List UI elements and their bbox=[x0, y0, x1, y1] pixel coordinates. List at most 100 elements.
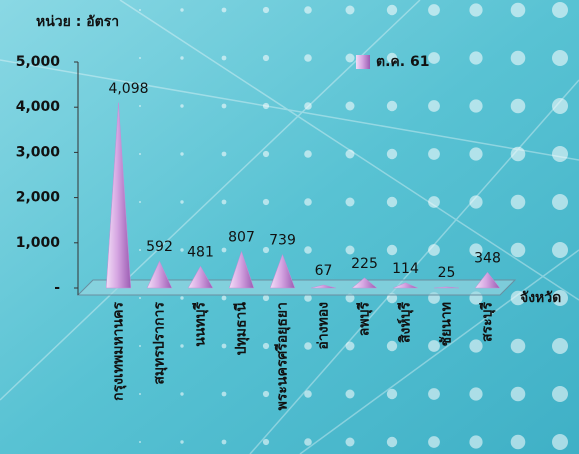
dot bbox=[304, 246, 312, 254]
value-label: 114 bbox=[392, 261, 419, 277]
dot bbox=[304, 6, 312, 14]
x-tick-label: พระนครศรีอยุธยา bbox=[275, 302, 291, 410]
dot bbox=[386, 52, 398, 64]
x-tick-label: ปทุมธานี bbox=[234, 302, 250, 356]
dot bbox=[262, 150, 270, 158]
dot bbox=[428, 196, 440, 208]
dot bbox=[428, 436, 440, 448]
dot bbox=[345, 341, 355, 351]
dot bbox=[345, 437, 355, 447]
dot bbox=[180, 440, 184, 444]
dot bbox=[221, 151, 227, 157]
dot bbox=[139, 393, 141, 395]
cone-bar bbox=[393, 282, 418, 289]
dot bbox=[510, 290, 526, 306]
dot bbox=[304, 390, 312, 398]
dot bbox=[304, 102, 312, 110]
y-tick-label: 1,000 bbox=[16, 235, 61, 251]
value-label: 4,098 bbox=[108, 81, 148, 97]
dot bbox=[510, 194, 526, 210]
cone-bar bbox=[105, 102, 132, 289]
dot bbox=[428, 340, 440, 352]
dot bbox=[386, 148, 398, 160]
dot bbox=[304, 342, 312, 350]
dot bbox=[428, 244, 440, 256]
cone-bar bbox=[351, 277, 378, 289]
dot bbox=[180, 392, 184, 396]
dot bbox=[139, 297, 141, 299]
cone-bar bbox=[474, 271, 501, 289]
dot bbox=[139, 249, 141, 251]
dot bbox=[345, 245, 355, 255]
value-label: 739 bbox=[269, 233, 296, 249]
dot bbox=[469, 195, 483, 209]
dot bbox=[552, 50, 568, 66]
dot bbox=[221, 295, 227, 301]
x-tick-label: ชัยนาท bbox=[439, 302, 455, 346]
dot bbox=[345, 53, 355, 63]
dot bbox=[386, 196, 398, 208]
dot bbox=[304, 150, 312, 158]
dot bbox=[139, 441, 141, 443]
dot bbox=[139, 105, 141, 107]
x-tick-label: สมุทรปราการ bbox=[152, 302, 168, 385]
x-tick-label: กรุงเทพมหานคร bbox=[111, 302, 127, 401]
dot bbox=[510, 146, 526, 162]
dot bbox=[469, 147, 483, 161]
dot bbox=[180, 104, 184, 108]
dot bbox=[221, 103, 227, 109]
dot bbox=[262, 438, 270, 446]
dot bbox=[552, 146, 568, 162]
dot bbox=[180, 344, 184, 348]
dot bbox=[139, 201, 141, 203]
dot bbox=[139, 345, 141, 347]
dot bbox=[262, 294, 270, 302]
value-label: 67 bbox=[315, 263, 333, 279]
dot bbox=[386, 388, 398, 400]
dot bbox=[262, 54, 270, 62]
value-label: 348 bbox=[474, 250, 501, 266]
dot bbox=[221, 199, 227, 205]
dot bbox=[552, 98, 568, 114]
dot bbox=[552, 290, 568, 306]
dot bbox=[510, 2, 526, 18]
value-label: 592 bbox=[146, 239, 173, 255]
cone-bar bbox=[146, 260, 173, 289]
dot bbox=[139, 57, 141, 59]
dot bbox=[510, 50, 526, 66]
dot bbox=[386, 340, 398, 352]
cone-bar bbox=[228, 250, 255, 289]
y-tick-label: 4,000 bbox=[16, 99, 61, 115]
dot bbox=[180, 248, 184, 252]
dot bbox=[262, 342, 270, 350]
dot bbox=[510, 338, 526, 354]
dot bbox=[221, 439, 227, 445]
dot bbox=[221, 55, 227, 61]
dot bbox=[304, 438, 312, 446]
dot bbox=[428, 52, 440, 64]
dot bbox=[345, 101, 355, 111]
dot bbox=[469, 99, 483, 113]
dot bbox=[262, 198, 270, 206]
dot bbox=[386, 244, 398, 256]
dot bbox=[469, 51, 483, 65]
dot bbox=[552, 2, 568, 18]
dot bbox=[180, 152, 184, 156]
dot bbox=[262, 6, 270, 14]
dot bbox=[510, 242, 526, 258]
dot bbox=[469, 435, 483, 449]
dot bbox=[304, 198, 312, 206]
dot bbox=[262, 390, 270, 398]
value-label: 25 bbox=[438, 265, 456, 281]
x-tick-label: ลพบุรี bbox=[357, 302, 373, 337]
dot bbox=[469, 387, 483, 401]
dot bbox=[221, 391, 227, 397]
cone-bar bbox=[311, 284, 336, 289]
dot bbox=[221, 343, 227, 349]
dot bbox=[469, 339, 483, 353]
value-label: 481 bbox=[187, 244, 214, 260]
dot bbox=[139, 153, 141, 155]
dot bbox=[180, 8, 184, 12]
x-tick-label: อ่างทอง bbox=[316, 302, 332, 350]
